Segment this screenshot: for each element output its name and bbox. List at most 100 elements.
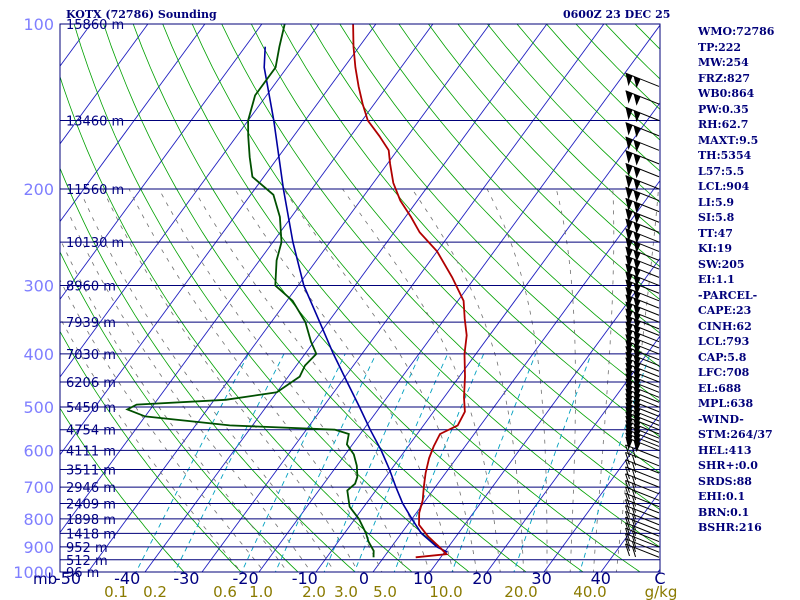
index-item: PW:0.35 [698,102,749,116]
moist-adiabat-line [555,188,576,572]
index-item: LCL:904 [698,180,750,193]
isotherm-line [60,24,263,301]
height-label: 7030 m [66,348,116,363]
mixing-ratio-line [513,353,592,572]
index-item: SRDS:88 [698,474,752,488]
mixing-ratio-line [241,353,346,572]
wind-barb [625,263,660,280]
isotherm-line [315,102,660,572]
wind-barb [625,175,660,191]
isotherm-line [486,335,660,572]
temperature-profile-line [352,24,468,559]
wind-barb [625,480,660,495]
wind-barb [625,499,660,514]
wind-barb [625,255,660,271]
wind-barb [625,505,660,520]
axis-labels: 15860 m 13460 m 11560 m 10130 m 8960 m 7939 m… [13,15,677,600]
mixing-ratio-label: 0.1 [104,583,128,600]
dry-adiabat-line [60,167,356,572]
index-item: BSHR:216 [698,521,762,534]
isotherm-line [543,413,660,572]
dry-adiabat-line [162,24,641,572]
height-label: 952 m [66,541,108,556]
parcel-trace-line [263,46,448,553]
temperature-tick-label: -10 [292,569,318,588]
wind-barb [625,466,660,481]
temperature-tick-label: -40 [114,569,140,588]
height-label: 96 m [66,566,99,581]
height-label: 7939 m [66,316,116,331]
mixing-ratio-label: 3.0 [334,583,358,600]
mixing-ratio-line [451,353,537,572]
height-label: 15860 m [66,18,124,33]
isotherm-line [60,24,377,456]
wind-barb [625,340,660,356]
wind-barb [625,492,660,508]
wind-barb [625,294,660,310]
temperature-tick-label: -30 [173,569,199,588]
wind-barb [625,186,660,203]
height-label: 1898 m [66,513,116,528]
sounding-indices-panel: WMO:72786 TP:222 MW:254 FRZ:827 WB0:864 PW:0.… [698,24,798,536]
index-item: CAP:5.8 [698,350,747,364]
index-item: WB0:864 [698,87,755,100]
station-title: KOTX (72786) Sounding [66,8,217,21]
height-label: 4111 m [66,444,116,459]
wind-barb [625,136,660,152]
temperature-tick-label: 10 [413,569,433,588]
dry-adiabat-line [60,407,185,572]
index-item: -WIND- [698,412,744,426]
pressure-tick-label: 300 [23,276,54,295]
wind-barb [625,72,660,89]
wind-barb [625,321,660,338]
wind-barb [625,287,660,303]
wind-barb [625,473,660,488]
height-label: 3511 m [66,463,116,478]
wind-barb [625,486,660,501]
index-item: EL:688 [698,381,742,395]
height-label: 10130 m [66,236,124,251]
index-item: LI:5.9 [698,195,735,209]
pressure-tick-label: 500 [23,398,54,417]
index-item: SHR+:0.0 [698,459,758,472]
wind-barb [625,90,660,106]
height-label: 5450 m [66,401,116,416]
index-item: TH:5354 [698,149,752,162]
wind-barb [625,197,660,214]
temperature-tick-label: -20 [233,569,259,588]
moist-adiabat-line [486,188,548,572]
index-item: MW:254 [698,56,749,69]
dry-adiabat-line [60,330,242,572]
temperature-tick-label: C [654,569,665,588]
height-label: 2409 m [66,498,116,513]
isotherm-line [201,24,605,572]
wind-barbs [625,72,660,558]
wind-barb [625,346,660,362]
height-label: 11560 m [66,183,124,198]
mixing-ratio-line [274,353,377,572]
wind-barb [625,246,660,263]
wind-barb [625,334,660,350]
dewpoint-profile-line [125,24,375,558]
moist-adiabat-line [67,211,312,572]
isotherm-line [60,24,320,378]
temperature-tick-label: 30 [531,569,551,588]
isotherm-line [372,179,660,572]
mixing-ratio-label: g/kg [645,583,678,600]
mixing-ratio-line [393,353,485,572]
height-label: 13460 m [66,114,124,129]
sounding-profiles [125,24,468,559]
wind-barb [625,218,660,235]
mixing-ratio-line [353,353,449,572]
index-item: BRN:0.1 [698,505,750,519]
dry-adiabat-line [428,24,660,268]
pressure-unit-label: mb [33,570,57,588]
dry-adiabat-line [132,24,584,572]
index-item: CAPE:23 [698,304,752,317]
isotherm-line [60,24,206,223]
mixing-ratio-line [323,353,421,572]
mixing-ratio-label: 5.0 [373,583,397,600]
moist-adiabat-line [60,279,265,572]
index-item: EHI:0.1 [698,490,746,503]
